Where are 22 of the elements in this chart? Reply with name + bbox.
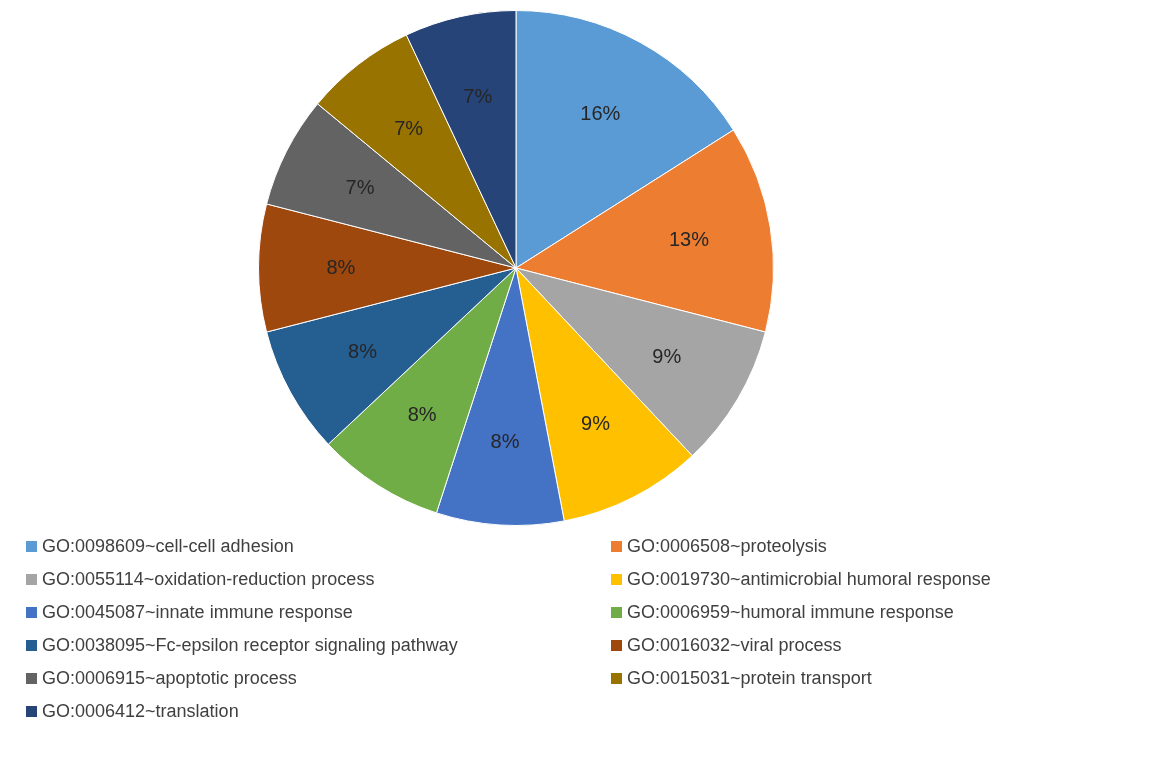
data-label: 8%: [407, 403, 437, 426]
legend-label: GO:0006412~translation: [42, 701, 239, 722]
data-label: 8%: [490, 430, 520, 453]
legend-label: GO:0016032~viral process: [627, 635, 842, 656]
legend-label: GO:0055114~oxidation-reduction process: [42, 569, 375, 590]
legend-label: GO:0098609~cell-cell adhesion: [42, 536, 294, 557]
data-label: 8%: [326, 255, 356, 278]
legend-label: GO:0019730~antimicrobial humoral response: [627, 569, 991, 590]
data-label: 8%: [348, 339, 378, 362]
data-label: 13%: [668, 228, 710, 251]
legend-label: GO:0006915~apoptotic process: [42, 668, 297, 689]
data-label: 9%: [581, 411, 611, 434]
legend-label: GO:0006508~proteolysis: [627, 536, 827, 557]
data-label: 7%: [463, 84, 493, 107]
data-label: 7%: [345, 176, 375, 199]
legend-label: GO:0038095~Fc-epsilon receptor signaling pathway: [42, 635, 458, 656]
data-label: 16%: [580, 102, 621, 125]
data-label: 9%: [652, 344, 682, 367]
legend-label: GO:0015031~protein transport: [627, 668, 872, 689]
data-label: 7%: [394, 117, 424, 140]
legend-label: GO:0006959~humoral immune response: [627, 602, 954, 623]
legend-label: GO:0045087~innate immune response: [42, 602, 353, 623]
